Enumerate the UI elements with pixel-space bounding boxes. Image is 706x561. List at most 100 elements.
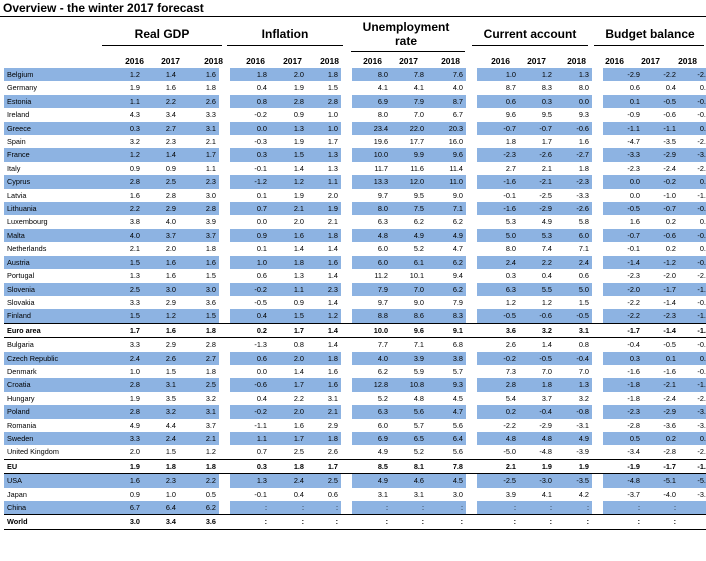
cell-current-account: 5.4 [505, 393, 516, 403]
cell-unemployment: 16.0 [448, 137, 463, 147]
cell-unemployment: 5.7 [452, 366, 463, 376]
cell-gdp: 3.7 [205, 420, 216, 430]
cell-budget-balance: -0.9 [697, 366, 706, 376]
cell-gdp: 2.8 [176, 337, 219, 352]
column-gap [592, 445, 603, 459]
country-name: Slovakia [7, 297, 35, 307]
column-gap [592, 68, 603, 82]
table-row: Malta 4.0 3.7 3.7 0.9 1.6 1.8 4.8 4.9 4.9 5.0 5.3 6.… [4, 228, 706, 243]
cell-inflation: 2.6 [327, 447, 338, 457]
cell-unemployment: 11.7 [374, 163, 388, 173]
cell-budget-balance: -4.0 [663, 489, 676, 499]
cell-unemployment: 12.0 [388, 175, 424, 189]
cell-unemployment: 9.7 [377, 297, 388, 307]
cell-budget-balance: -2.3 [640, 309, 676, 324]
cell-gdp: 3.7 [140, 228, 176, 243]
cell-unemployment: 4.8 [413, 393, 424, 403]
cell-unemployment: 23.4 [352, 121, 388, 136]
cell-budget-balance: -2.3 [603, 405, 640, 419]
cell-gdp: 2.9 [140, 202, 176, 216]
cell-inflation: 1.4 [327, 244, 338, 254]
cell-current-account: 7.3 [505, 366, 516, 376]
column-gap [219, 269, 230, 282]
country-name: Hungary [7, 393, 35, 403]
cell-budget-balance: -2.3 [627, 163, 640, 173]
cell-gdp: 3.6 [205, 297, 216, 307]
cell-gdp: 6.2 [176, 501, 219, 515]
cell-budget-balance: -5.7 [676, 473, 706, 488]
column-gap [219, 121, 230, 136]
column-gap [219, 148, 230, 162]
cell-current-account: : [516, 514, 552, 530]
cell-current-account: 9.6 [505, 110, 516, 120]
cell-unemployment: 9.0 [413, 297, 424, 307]
cell-current-account: 1.8 [578, 163, 589, 173]
cell-inflation: 1.8 [304, 68, 341, 82]
cell-unemployment: 11.6 [410, 163, 424, 173]
country-name: Portugal [7, 271, 35, 281]
cell-gdp: 1.8 [205, 366, 216, 376]
table-row: Cyprus 2.8 2.5 2.3 -1.2 1.2 1.1 13.3 12.0 11.0 -1.… [4, 175, 706, 189]
cell-gdp: 3.4 [140, 514, 176, 530]
column-gap [341, 514, 352, 530]
table-row: Poland 2.8 3.2 3.1 -0.2 2.0 2.1 6.3 5.6 4.7 0.2 -0.… [4, 405, 706, 419]
cell-current-account: 3.2 [516, 322, 552, 338]
cell-inflation: 1.8 [304, 431, 341, 446]
column-gap [219, 378, 230, 392]
column-gap [219, 419, 230, 432]
cell-unemployment: 7.8 [388, 68, 424, 82]
cell-budget-balance: -2.9 [603, 68, 640, 82]
column-gap [466, 419, 477, 432]
cell-inflation: 0.0 [256, 366, 267, 376]
cell-unemployment: 5.9 [413, 366, 424, 376]
cell-gdp: 0.3 [98, 121, 140, 136]
cell-unemployment: 9.0 [452, 190, 463, 200]
cell-budget-balance: -1.7 [603, 322, 640, 338]
column-gap [219, 405, 230, 419]
year-header: 2016 [491, 56, 510, 66]
cell-unemployment: 4.0 [452, 83, 463, 93]
group-header-real-gdp: Real GDP [134, 27, 190, 41]
column-gap [592, 458, 603, 474]
cell-budget-balance: : [640, 514, 676, 530]
cell-budget-balance: -0.6 [676, 228, 706, 243]
cell-current-account: : [477, 501, 516, 515]
cell-budget-balance: -3.1 [676, 148, 706, 162]
cell-unemployment: 4.9 [352, 473, 388, 488]
table-row: Sweden 3.3 2.4 2.1 1.1 1.7 1.8 6.9 6.5 6.4 4.8 4.8 4… [4, 431, 706, 446]
cell-unemployment: 9.7 [377, 190, 388, 200]
cell-budget-balance: -1.4 [663, 297, 676, 307]
cell-budget-balance: 0.2 [676, 431, 706, 446]
cell-inflation: 1.1 [230, 431, 267, 446]
cell-inflation: 1.5 [267, 309, 304, 324]
cell-current-account: 3.9 [505, 489, 516, 499]
cell-unemployment: : [424, 514, 466, 530]
cell-current-account: 8.7 [505, 83, 516, 93]
column-gap [219, 445, 230, 459]
cell-current-account: 1.2 [541, 297, 552, 307]
cell-current-account: -2.9 [539, 420, 552, 430]
cell-budget-balance: -1.7 [640, 282, 676, 296]
cell-unemployment: 6.2 [377, 366, 388, 376]
country-name: Cyprus [4, 175, 98, 189]
cell-budget-balance: -1.8 [676, 309, 706, 324]
cell-budget-balance: : [603, 514, 640, 530]
table-row: Japan 0.9 1.0 0.5 -0.1 0.4 0.6 3.1 3.1 3.0 3.9 4.1 4… [4, 488, 706, 501]
cell-unemployment: 8.0 [377, 110, 388, 120]
group-header-budget-balance: Budget balance [605, 27, 695, 41]
cell-unemployment: : [352, 501, 388, 515]
column-gap [592, 431, 603, 446]
cell-unemployment: 8.8 [352, 309, 388, 324]
cell-gdp: 1.6 [129, 190, 140, 200]
column-gap [341, 392, 352, 405]
cell-inflation: 0.7 [256, 447, 267, 457]
year-header: 2016 [605, 56, 624, 66]
column-gap [592, 162, 603, 175]
cell-unemployment: : [388, 514, 424, 530]
column-gap [219, 68, 230, 82]
cell-current-account: -0.8 [552, 405, 592, 419]
cell-inflation: 1.3 [267, 121, 304, 136]
cell-inflation: 1.4 [327, 271, 338, 281]
country-name: World [4, 514, 98, 530]
column-gap [466, 322, 477, 338]
